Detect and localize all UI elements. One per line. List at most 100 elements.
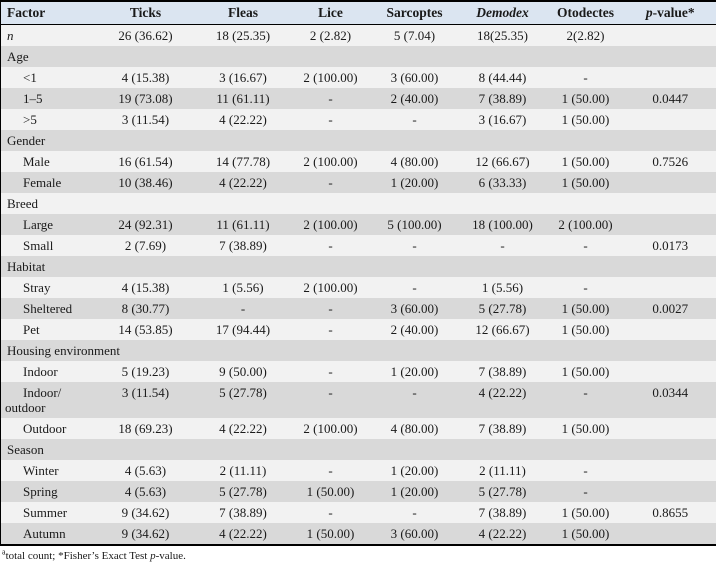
cell-ticks: 14 (53.85) [118, 322, 173, 337]
section-row-housing-environment: Housing environment [0, 340, 716, 361]
cell-otodectes: 1 (50.00) [561, 526, 610, 541]
column-header-factor: Factor [0, 1, 96, 25]
table-row: n 26 (36.62) 18 (25.35) 2 (2.82) 5 (7.04) 18(… [0, 24, 716, 47]
cell-p-value- [625, 418, 716, 439]
cell-lice: - [328, 112, 333, 127]
cell-demodex: 5 (27.78) [478, 484, 527, 499]
cell-fleas: 5 (27.78) [219, 385, 267, 400]
cell-fleas: 4 (22.22) [219, 526, 267, 541]
table-row: Outdoor 18 (69.23) 4 (22.22) 2 (100.00) 4 (8… [0, 418, 716, 439]
cell-demodex: 12 (66.67) [475, 154, 530, 169]
table-row: Spring 4 (5.63) 5 (27.78) 1 (50.00) 1 (20.00… [0, 481, 716, 502]
cell-ticks: 9 (34.62) [121, 526, 170, 541]
cell-demodex: 1 (5.56) [481, 280, 524, 295]
cell-demodex: 4 (22.22) [478, 385, 527, 400]
cell-lice: 1 (50.00) [306, 526, 355, 541]
table-row: Male 16 (61.54) 14 (77.78) 2 (100.00) 4 (80.… [0, 151, 716, 172]
cell-p-value- [625, 67, 716, 88]
cell-sarcoptes: - [412, 238, 417, 253]
column-header-demodex: Demodex [458, 1, 547, 25]
row-label: Female [23, 175, 62, 190]
table-row: Pet 14 (53.85) 17 (94.44) - 2 (40.00) 12 (66.… [0, 319, 716, 340]
cell-demodex: 8 (44.44) [478, 70, 527, 85]
cell-lice: - [328, 91, 333, 106]
footnote-p-italic: p [150, 550, 156, 562]
cell-lice: - [328, 364, 333, 379]
cell-demodex: 7 (38.89) [478, 505, 527, 520]
cell-otodectes: 1 (50.00) [561, 91, 610, 106]
cell-sarcoptes: 1 (20.00) [390, 175, 439, 190]
cell-p-value- [625, 460, 716, 481]
section-row-gender: Gender [0, 130, 716, 151]
row-label: Pet [23, 322, 40, 337]
cell-p-value- [625, 109, 716, 130]
cell-lice: - [328, 322, 333, 337]
cell-otodectes: - [583, 463, 588, 478]
row-label: Large [23, 217, 54, 232]
row-label: Winter [23, 463, 59, 478]
table-row: Summer 9 (34.62) 7 (38.89) - - 7 (38.89) 1 (50… [0, 502, 716, 523]
column-header-sarcoptes: Sarcoptes [370, 1, 459, 25]
row-label: Autumn [23, 526, 66, 541]
cell-demodex: 7 (38.89) [478, 91, 527, 106]
cell-fleas: - [240, 301, 246, 316]
cell-demodex: 12 (66.67) [475, 322, 530, 337]
row-label: Outdoor [23, 421, 67, 436]
section-label: Season [7, 442, 44, 457]
row-label: >5 [23, 112, 37, 127]
cell-p-value- [625, 25, 716, 47]
cell-sarcoptes: 2 (40.00) [390, 91, 439, 106]
row-label: n [7, 28, 14, 43]
cell-demodex: 7 (38.89) [478, 421, 527, 436]
table-row: Female 10 (38.46) 4 (22.22) - 1 (20.00) 6 (33… [0, 172, 716, 193]
cell-otodectes: 2(2.82) [566, 28, 605, 43]
cell-fleas: 4 (22.22) [219, 421, 267, 436]
cell-lice: 2 (100.00) [303, 154, 358, 169]
cell-otodectes: - [583, 280, 588, 295]
table-row: 1–5 19 (73.08) 11 (61.11) - 2 (40.00) 7 (38.8… [0, 88, 716, 109]
cell-otodectes: 1 (50.00) [561, 322, 610, 337]
cell-sarcoptes: 4 (80.00) [390, 154, 439, 169]
table-body: n 26 (36.62) 18 (25.35) 2 (2.82) 5 (7.04) 18(… [0, 24, 716, 545]
row-label: Summer [23, 505, 68, 520]
cell-p-value-: 0.8655 [652, 505, 689, 520]
cell-lice: - [328, 385, 333, 400]
section-row-age: Age [0, 46, 716, 67]
row-label: Male [23, 154, 50, 169]
column-header-lice: Lice [290, 1, 371, 25]
cell-ticks: 4 (15.38) [121, 280, 170, 295]
cell-lice: 2 (100.00) [303, 217, 358, 232]
cell-p-value- [625, 319, 716, 340]
cell-otodectes: 1 (50.00) [561, 175, 610, 190]
cell-otodectes: - [583, 484, 588, 499]
row-label: Indoor [23, 364, 58, 379]
cell-otodectes: - [583, 385, 588, 400]
cell-fleas: 18 (25.35) [215, 28, 271, 43]
cell-ticks: 9 (34.62) [121, 505, 170, 520]
footnote-marker: a [2, 547, 6, 557]
cell-p-value- [625, 361, 716, 382]
cell-lice: 2 (2.82) [309, 28, 352, 43]
cell-fleas: 2 (11.11) [219, 463, 267, 478]
cell-p-value-: 0.0173 [652, 238, 689, 253]
cell-sarcoptes: 3 (60.00) [390, 70, 439, 85]
cell-sarcoptes: - [412, 280, 417, 295]
table-row: <1 4 (15.38) 3 (16.67) 2 (100.00) 3 (60.00) 8… [0, 67, 716, 88]
cell-p-value- [625, 277, 716, 298]
section-row-season: Season [0, 439, 716, 460]
cell-lice: - [328, 175, 333, 190]
table-footnote: atotal count; *Fisher’s Exact Test p-val… [0, 546, 716, 565]
cell-demodex: 18 (100.00) [472, 217, 533, 232]
cell-p-value- [625, 214, 716, 235]
cell-ticks: 5 (19.23) [121, 364, 170, 379]
cell-lice: - [328, 301, 333, 316]
cell-p-value- [625, 481, 716, 502]
column-header-otodectes: Otodectes [546, 1, 625, 25]
row-label: Spring [23, 484, 58, 499]
cell-sarcoptes: 5 (7.04) [393, 28, 436, 43]
cell-fleas: 4 (22.22) [219, 112, 267, 127]
cell-demodex: 5 (27.78) [478, 301, 527, 316]
cell-sarcoptes: 2 (40.00) [390, 322, 439, 337]
table-row: Large 24 (92.31) 11 (61.11) 2 (100.00) 5 (10… [0, 214, 716, 235]
section-label: Habitat [7, 259, 46, 274]
